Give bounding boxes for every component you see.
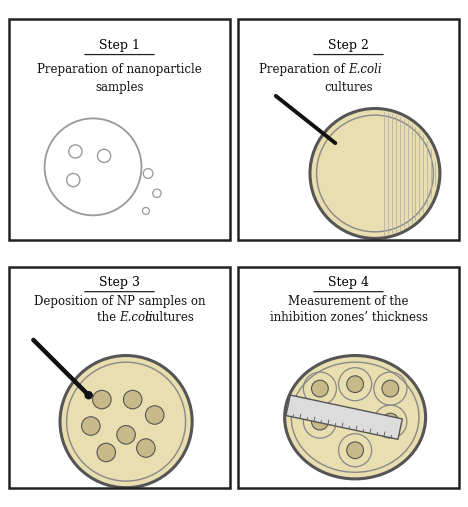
Circle shape	[347, 376, 364, 392]
Bar	[286, 395, 402, 440]
Text: the: the	[96, 310, 119, 323]
Circle shape	[85, 392, 92, 399]
Circle shape	[117, 425, 135, 444]
Circle shape	[93, 390, 111, 409]
Circle shape	[97, 443, 116, 462]
Text: samples: samples	[95, 81, 144, 94]
Circle shape	[124, 390, 142, 409]
Text: Deposition of NP samples on: Deposition of NP samples on	[34, 295, 205, 308]
Text: Preparation of nanoparticle: Preparation of nanoparticle	[37, 63, 202, 77]
Text: E.coli: E.coli	[119, 310, 153, 323]
Ellipse shape	[285, 355, 425, 479]
Circle shape	[310, 108, 440, 238]
Text: cultures: cultures	[324, 81, 373, 94]
Text: cultures: cultures	[119, 310, 194, 323]
Text: Preparation of: Preparation of	[259, 63, 349, 77]
Circle shape	[60, 355, 192, 488]
Circle shape	[81, 417, 100, 436]
Circle shape	[312, 380, 328, 397]
Text: inhibition zones’ thickness: inhibition zones’ thickness	[270, 310, 428, 323]
Text: Step 3: Step 3	[99, 276, 140, 289]
Circle shape	[347, 442, 364, 459]
Text: Measurement of the: Measurement of the	[288, 295, 409, 308]
Circle shape	[137, 439, 155, 457]
Circle shape	[312, 413, 328, 430]
Text: Step 2: Step 2	[328, 39, 369, 52]
Circle shape	[382, 413, 399, 430]
Text: E.coli: E.coli	[349, 63, 382, 77]
Circle shape	[146, 406, 164, 424]
Text: Step 1: Step 1	[99, 39, 140, 52]
Circle shape	[382, 380, 399, 397]
Text: Step 4: Step 4	[328, 276, 369, 289]
